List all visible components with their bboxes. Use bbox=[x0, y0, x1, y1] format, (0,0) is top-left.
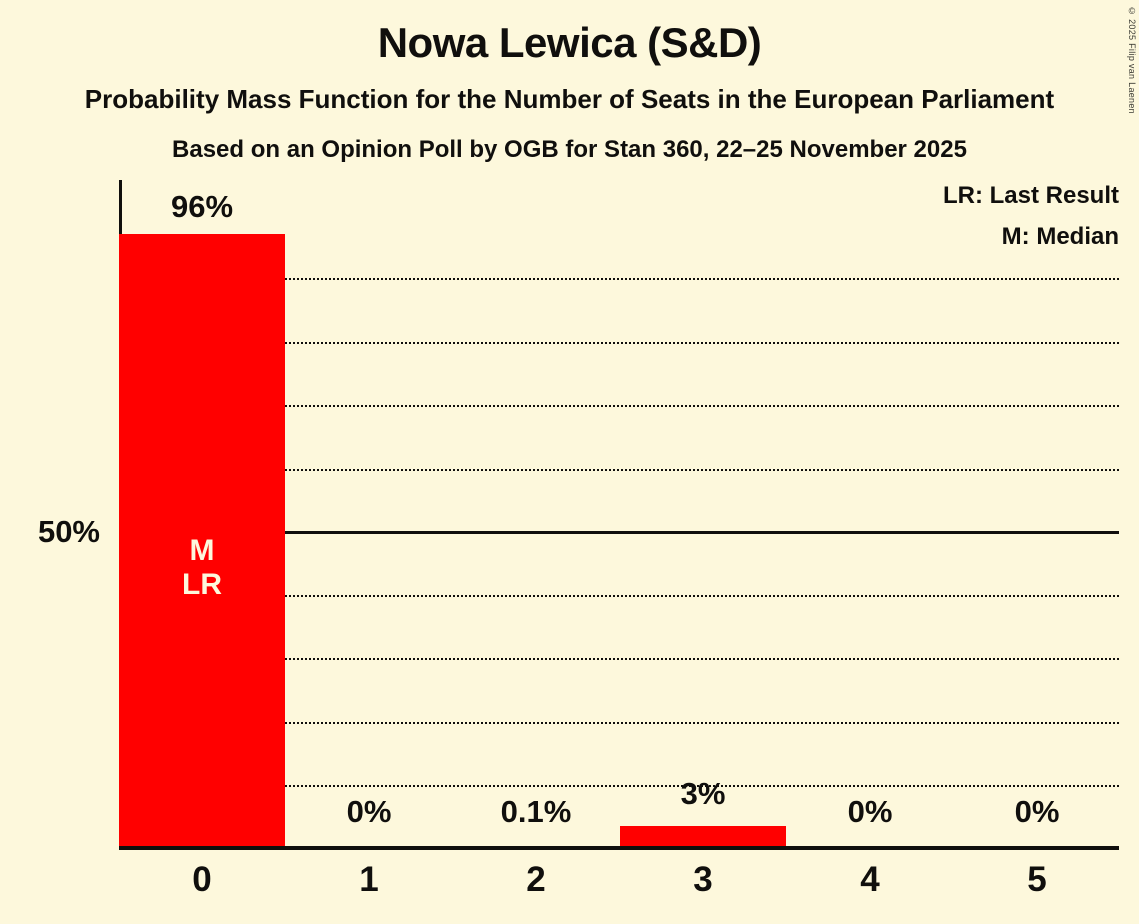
page-title: Nowa Lewica (S&D) bbox=[377, 19, 762, 66]
bar-value-seats-0: 96% bbox=[170, 189, 234, 224]
plot-area: M LR 96% 0% 0.1% 3% 0% 0% bbox=[119, 180, 1119, 850]
bar-value-seats-2: 0.1% bbox=[500, 794, 572, 829]
gridline-70 bbox=[285, 405, 1119, 407]
x-axis-tick-4: 4 bbox=[860, 860, 880, 899]
x-axis-tick-2: 2 bbox=[526, 860, 546, 899]
bar-seats-3[interactable] bbox=[620, 826, 786, 846]
gridline-50-major bbox=[285, 531, 1119, 534]
bar-value-seats-3: 3% bbox=[680, 776, 726, 811]
gridline-90 bbox=[285, 278, 1119, 280]
last-result-marker-label: LR bbox=[182, 567, 222, 601]
x-axis-line bbox=[119, 846, 1119, 850]
legend-item-last-result: LR: Last Result bbox=[942, 182, 1119, 209]
y-axis-tick-50: 50% bbox=[37, 514, 100, 549]
copyright-notice: © 2025 Filip van Laenen bbox=[1127, 6, 1137, 114]
gridline-10 bbox=[285, 785, 1119, 787]
gridline-20 bbox=[285, 722, 1119, 724]
bar-value-seats-4: 0% bbox=[847, 794, 893, 829]
bar-marker-labels: M LR bbox=[119, 534, 285, 601]
bar-value-seats-5: 0% bbox=[1014, 794, 1060, 829]
chart-subtitle: Probability Mass Function for the Number… bbox=[84, 84, 1055, 114]
gridline-30 bbox=[285, 658, 1119, 660]
x-axis-tick-5: 5 bbox=[1027, 860, 1047, 899]
chart-legend: LR: Last Result M: Median bbox=[943, 184, 1119, 249]
gridline-60 bbox=[285, 469, 1119, 471]
bar-seats-0[interactable]: M LR bbox=[119, 234, 285, 846]
x-axis-tick-3: 3 bbox=[693, 860, 713, 899]
gridline-40 bbox=[285, 595, 1119, 597]
median-marker-label: M bbox=[189, 534, 215, 567]
x-axis-tick-0: 0 bbox=[192, 860, 212, 899]
x-axis-tick-1: 1 bbox=[359, 860, 379, 899]
bar-value-seats-1: 0% bbox=[346, 794, 392, 829]
legend-item-median: M: Median bbox=[1001, 223, 1119, 250]
chart-source-line: Based on an Opinion Poll by OGB for Stan… bbox=[172, 136, 967, 163]
gridline-80 bbox=[285, 342, 1119, 344]
